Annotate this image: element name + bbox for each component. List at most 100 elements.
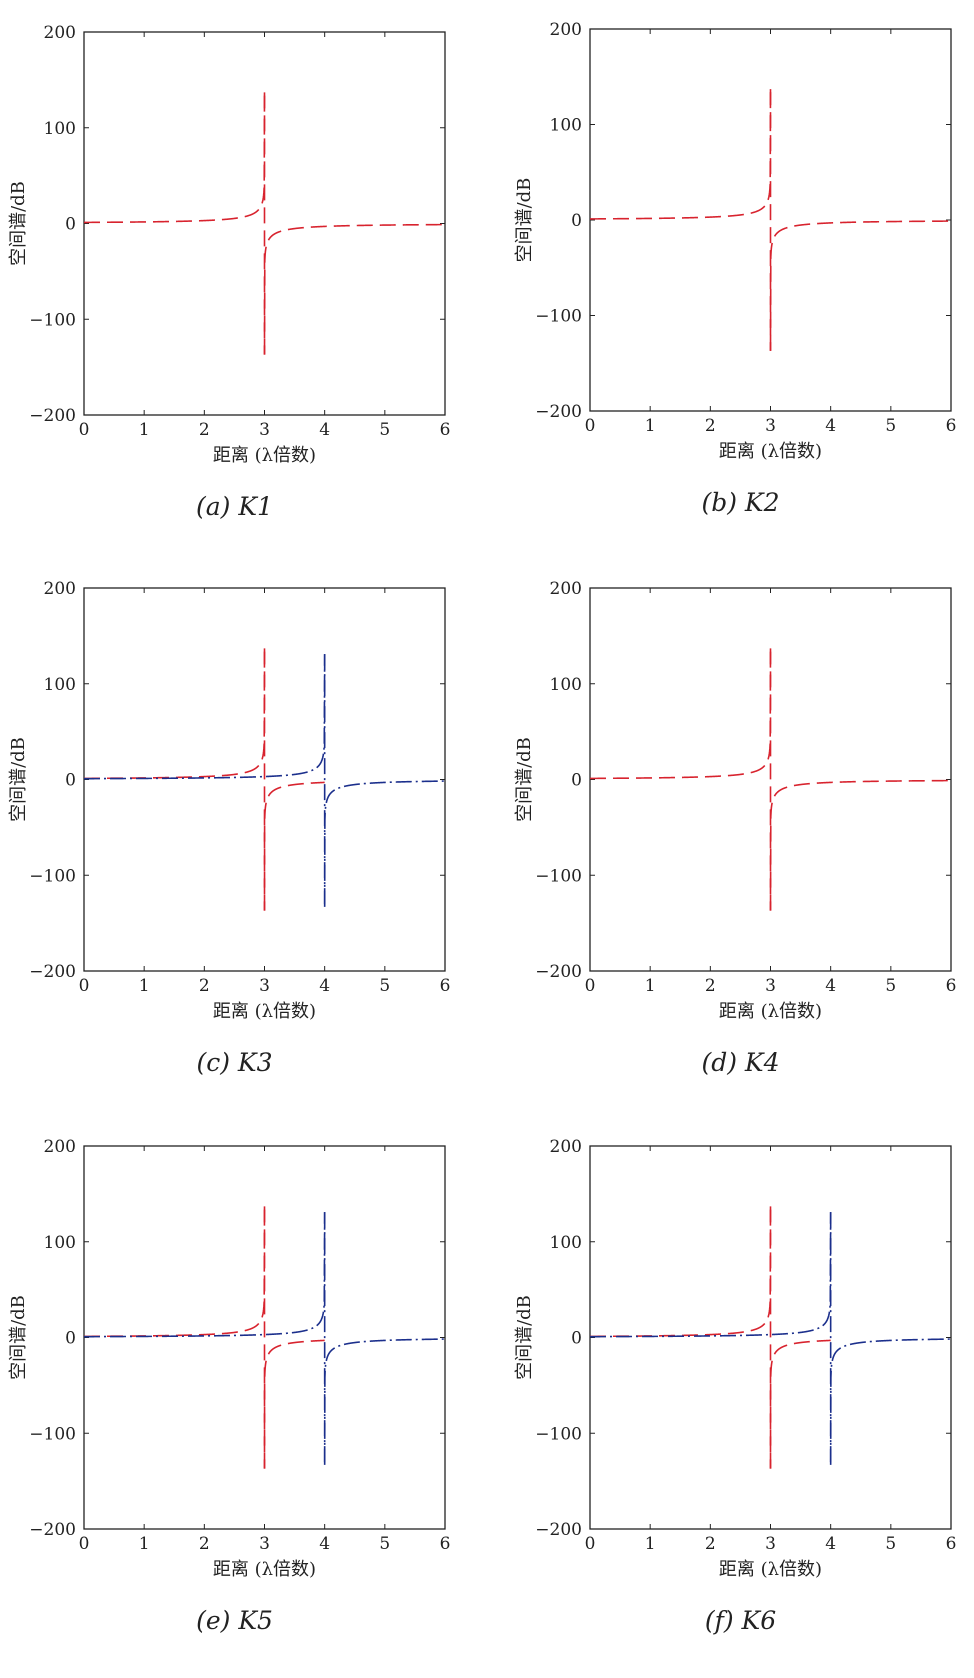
- panel-caption: (a) K1: [196, 492, 273, 521]
- series-line-2: [84, 1212, 445, 1465]
- y-tick-label: −100: [29, 866, 76, 886]
- y-tick-label: −100: [535, 1424, 582, 1444]
- series-line-right: [769, 1339, 831, 1469]
- x-tick-label: 5: [379, 420, 390, 440]
- x-tick-label: 2: [705, 416, 716, 436]
- series-line-right: [263, 223, 445, 355]
- x-tick-label: 4: [825, 1534, 836, 1554]
- x-tick-label: 5: [379, 976, 390, 996]
- y-tick-label: −200: [535, 402, 582, 422]
- x-axis-label: 距离 (λ倍数): [213, 1559, 316, 1580]
- series-line-1: [590, 89, 951, 351]
- x-tick-label: 6: [440, 1534, 451, 1554]
- x-tick-label: 1: [645, 1534, 656, 1554]
- series-line-left: [84, 648, 266, 780]
- series-line-1: [84, 92, 445, 355]
- plot-frame: [589, 587, 952, 972]
- y-tick-label: 200: [550, 20, 582, 40]
- y-tick-label: 0: [571, 771, 582, 791]
- series-line-1: [590, 1206, 831, 1469]
- series-line-right: [769, 220, 951, 351]
- panel-a: 0 1 2 3 4 5 6 200 100 0 −100 −200 距离 (λ倍数) 空间谱/dB (a) …: [8, 23, 450, 521]
- y-tick-label: −200: [535, 1520, 582, 1540]
- panel-b: 0 1 2 3 4 5 6 200 100 0 −100 −200 距离 (λ倍数) 空间谱/dB (b) …: [514, 20, 956, 517]
- x-tick-label: 2: [199, 420, 210, 440]
- panel-caption: (f) K6: [705, 1606, 776, 1635]
- y-axis-label: 空间谱/dB: [8, 181, 29, 266]
- x-tick-label: 5: [885, 976, 896, 996]
- y-tick-label: 200: [550, 1137, 582, 1157]
- panel-d: 0 1 2 3 4 5 6 200 100 0 −100 −200 距离 (λ倍数) 空间谱/dB (d) …: [514, 579, 956, 1077]
- x-tick-label: 3: [259, 1534, 270, 1554]
- series-line-right: [769, 779, 951, 911]
- x-tick-label: 5: [379, 1534, 390, 1554]
- series-line-left: [84, 1212, 326, 1338]
- y-axis-label: 空间谱/dB: [514, 178, 535, 263]
- y-tick-label: 100: [44, 119, 76, 139]
- y-axis-label: 空间谱/dB: [8, 1295, 29, 1380]
- y-axis-label: 空间谱/dB: [514, 737, 535, 822]
- series-line-right: [323, 780, 445, 907]
- x-tick-label: 4: [319, 420, 330, 440]
- series-line-right: [263, 1339, 325, 1469]
- x-tick-label: 0: [585, 1534, 596, 1554]
- x-axis-label: 距离 (λ倍数): [213, 1001, 316, 1022]
- series-line-1: [84, 1206, 325, 1469]
- y-tick-label: −100: [29, 1424, 76, 1444]
- y-axis-label: 空间谱/dB: [514, 1295, 535, 1380]
- plot-frame: [83, 1145, 446, 1530]
- y-tick-label: −100: [535, 866, 582, 886]
- x-tick-label: 5: [885, 416, 896, 436]
- series-line-left: [590, 1206, 772, 1338]
- x-tick-label: 3: [259, 420, 270, 440]
- x-tick-label: 4: [319, 1534, 330, 1554]
- x-tick-label: 4: [319, 976, 330, 996]
- x-tick-label: 6: [946, 976, 957, 996]
- y-tick-label: 0: [65, 215, 76, 235]
- y-tick-label: 200: [44, 1137, 76, 1157]
- x-tick-label: 2: [199, 1534, 210, 1554]
- x-tick-label: 6: [946, 1534, 957, 1554]
- panel-f: 0 1 2 3 4 5 6 200 100 0 −100 −200 距离 (λ倍数) 空间谱/dB (f) …: [514, 1137, 956, 1635]
- y-tick-label: −100: [535, 307, 582, 327]
- plot-frame: [589, 1145, 952, 1530]
- panel-caption: (d) K4: [701, 1048, 779, 1077]
- series-line-left: [84, 1206, 266, 1338]
- series-line-left: [84, 92, 266, 224]
- y-tick-label: 0: [571, 211, 582, 231]
- y-tick-label: 200: [44, 579, 76, 599]
- x-tick-label: 6: [440, 420, 451, 440]
- x-tick-label: 0: [79, 420, 90, 440]
- x-axis-label: 距离 (λ倍数): [719, 1559, 822, 1580]
- x-tick-label: 2: [705, 1534, 716, 1554]
- panel-caption: (e) K5: [196, 1606, 273, 1635]
- y-tick-label: −200: [29, 406, 76, 426]
- y-tick-label: 0: [65, 1329, 76, 1349]
- series-line-1: [590, 648, 951, 911]
- x-tick-label: 3: [259, 976, 270, 996]
- x-tick-label: 3: [765, 416, 776, 436]
- series-line-1: [84, 648, 325, 911]
- y-tick-label: 200: [550, 579, 582, 599]
- x-tick-label: 1: [139, 1534, 150, 1554]
- y-tick-label: 0: [65, 771, 76, 791]
- x-tick-label: 1: [139, 976, 150, 996]
- y-tick-label: 100: [550, 116, 582, 136]
- x-tick-label: 0: [585, 976, 596, 996]
- series-line-2: [590, 1212, 951, 1465]
- y-tick-label: −200: [29, 962, 76, 982]
- plot-frame: [83, 31, 446, 416]
- series-line-right: [323, 1338, 445, 1465]
- x-tick-label: 3: [765, 1534, 776, 1554]
- x-tick-label: 5: [885, 1534, 896, 1554]
- x-tick-label: 6: [440, 976, 451, 996]
- y-tick-label: −100: [29, 310, 76, 330]
- x-tick-label: 3: [765, 976, 776, 996]
- x-tick-label: 1: [645, 976, 656, 996]
- y-tick-label: −200: [29, 1520, 76, 1540]
- panel-c: 0 1 2 3 4 5 6 200 100 0 −100 −200 距离 (λ倍数) 空间谱/dB (c) …: [8, 579, 450, 1077]
- y-tick-label: 100: [44, 1233, 76, 1253]
- x-tick-label: 1: [645, 416, 656, 436]
- panel-caption: (c) K3: [196, 1048, 272, 1077]
